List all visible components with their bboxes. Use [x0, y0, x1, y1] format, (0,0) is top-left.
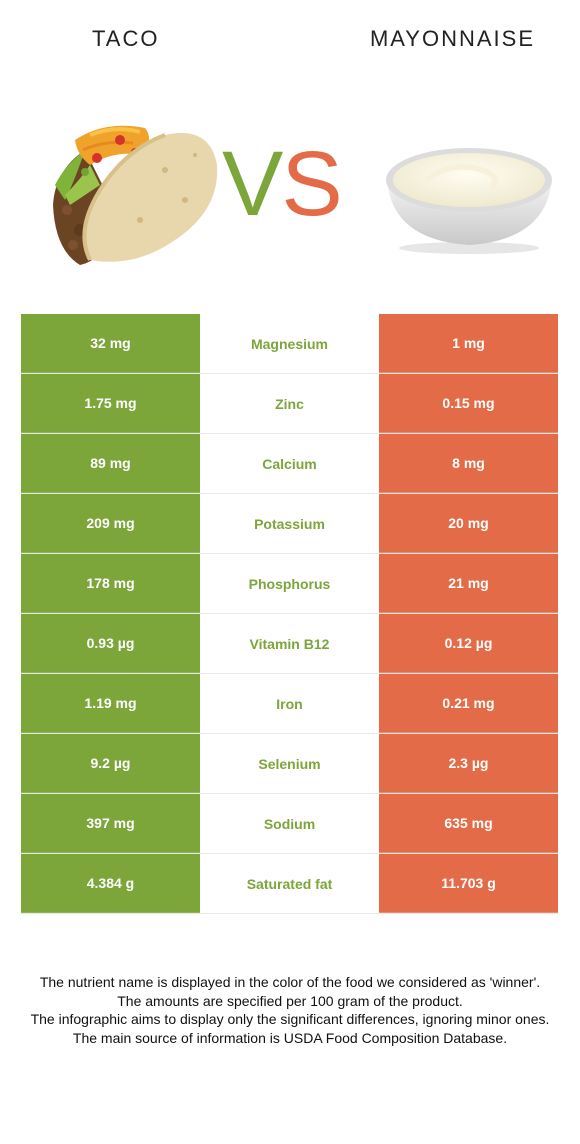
footer-line: The main source of information is USDA F… — [72, 1029, 508, 1046]
taco-image — [53, 125, 218, 265]
right-value: 8 mg — [379, 434, 558, 493]
footer-notes: The nutrient name is displayed in the co… — [18, 973, 562, 1047]
nutrient-name: Sodium — [200, 794, 379, 853]
nutrient-name: Saturated fat — [200, 854, 379, 913]
table-row: 178 mg Phosphorus 21 mg — [21, 554, 558, 614]
right-value: 0.12 µg — [379, 614, 558, 673]
left-value: 89 mg — [21, 434, 200, 493]
left-value: 4.384 g — [21, 854, 200, 913]
vs-s: S — [281, 133, 342, 235]
right-value: 1 mg — [379, 314, 558, 373]
left-food-title: TACO — [92, 26, 160, 51]
left-value: 1.75 mg — [21, 374, 200, 433]
table-row: 32 mg Magnesium 1 mg — [21, 314, 558, 374]
footer-line: The infographic aims to display only the… — [30, 1011, 550, 1027]
left-value: 1.19 mg — [21, 674, 200, 733]
right-value: 11.703 g — [379, 854, 558, 913]
left-value: 9.2 µg — [21, 734, 200, 793]
footer-line: The amounts are specified per 100 gram o… — [117, 992, 463, 1009]
footer-line: The nutrient name is displayed in the co… — [39, 974, 541, 990]
right-value: 20 mg — [379, 494, 558, 553]
left-value: 32 mg — [21, 314, 200, 373]
left-value: 397 mg — [21, 794, 200, 853]
table-row: 1.19 mg Iron 0.21 mg — [21, 674, 558, 734]
right-food-title: MAYONNAISE — [369, 26, 535, 51]
nutrient-name: Vitamin B12 — [200, 614, 379, 673]
table-row: 89 mg Calcium 8 mg — [21, 434, 558, 494]
vs-v: V — [222, 133, 283, 235]
nutrient-name: Iron — [200, 674, 379, 733]
right-value: 21 mg — [379, 554, 558, 613]
left-value: 0.93 µg — [21, 614, 200, 673]
table-row: 1.75 mg Zinc 0.15 mg — [21, 374, 558, 434]
left-value: 178 mg — [21, 554, 200, 613]
nutrient-name: Phosphorus — [200, 554, 379, 613]
table-row: 9.2 µg Selenium 2.3 µg — [21, 734, 558, 794]
mayonnaise-image — [386, 148, 552, 254]
nutrient-name: Magnesium — [200, 314, 379, 373]
table-row: 397 mg Sodium 635 mg — [21, 794, 558, 854]
nutrient-name: Potassium — [200, 494, 379, 553]
nutrient-name: Selenium — [200, 734, 379, 793]
nutrient-name: Calcium — [200, 434, 379, 493]
right-value: 0.21 mg — [379, 674, 558, 733]
table-row: 0.93 µg Vitamin B12 0.12 µg — [21, 614, 558, 674]
right-value: 2.3 µg — [379, 734, 558, 793]
table-row: 4.384 g Saturated fat 11.703 g — [21, 854, 558, 914]
table-row: 209 mg Potassium 20 mg — [21, 494, 558, 554]
right-value: 0.15 mg — [379, 374, 558, 433]
right-value: 635 mg — [379, 794, 558, 853]
left-value: 209 mg — [21, 494, 200, 553]
nutrient-name: Zinc — [200, 374, 379, 433]
nutrient-table: 32 mg Magnesium 1 mg 1.75 mg Zinc 0.15 m… — [21, 314, 558, 914]
vs-label: VS — [222, 138, 343, 230]
